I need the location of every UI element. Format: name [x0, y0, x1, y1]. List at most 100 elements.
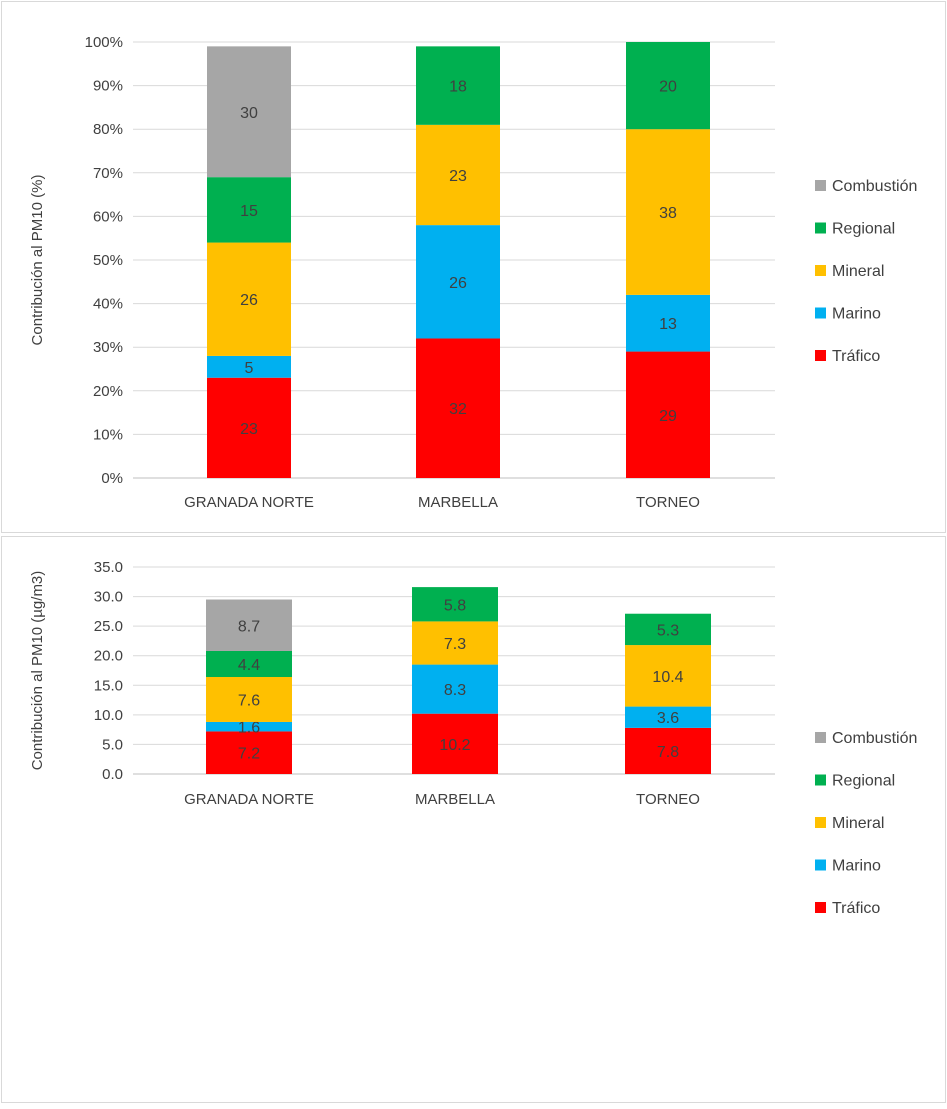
data-label: 32 [449, 401, 467, 418]
data-label: 7.8 [657, 744, 679, 761]
bar-segment-mineral [416, 124, 500, 226]
legend-label: Marino [832, 306, 881, 323]
legend-label: Combustión [832, 730, 917, 747]
bar-segment-mineral [207, 242, 291, 356]
legend-label: Tráfico [832, 348, 880, 365]
legend-label: Mineral [832, 815, 884, 832]
x-tick-label: GRANADA NORTE [184, 494, 314, 511]
bar-segment-marino [207, 355, 291, 378]
data-label: 4.4 [238, 657, 260, 674]
y-tick-label: 20% [93, 383, 123, 400]
bar-segment-regional [416, 46, 500, 125]
data-label: 29 [659, 408, 677, 425]
legend-swatch-marino [815, 859, 826, 871]
legend-swatch-regional [815, 774, 826, 786]
legend-swatch-marino [815, 307, 826, 319]
data-label: 26 [240, 292, 258, 309]
bar-segment-regional [207, 177, 291, 243]
legend-label: Combustión [832, 178, 917, 195]
data-label: 1.6 [238, 720, 260, 737]
bar-segment-marino [416, 225, 500, 339]
data-label: 10.4 [652, 669, 683, 686]
data-label: 30 [240, 105, 258, 122]
y-tick-label: 5.0 [102, 736, 123, 753]
bar-segment-marino [625, 706, 711, 728]
legend-label: Mineral [832, 263, 884, 280]
data-label: 7.6 [238, 692, 260, 709]
bar-segment-tr-fico [416, 338, 500, 478]
data-label: 7.3 [444, 636, 466, 653]
y-tick-label: 15.0 [94, 677, 123, 694]
data-label: 3.6 [657, 710, 679, 727]
data-label: 5.3 [657, 622, 679, 639]
bar-segment-regional [625, 613, 711, 646]
y-tick-label: 35.0 [94, 559, 123, 576]
bar-segment-marino [412, 664, 498, 714]
y-tick-label: 100% [85, 34, 123, 51]
legend-swatch-combusti-n [815, 180, 826, 191]
y-tick-label: 10% [93, 426, 123, 443]
y-axis-title: Contribución al PM10 (µg/m3) [29, 571, 46, 771]
y-tick-label: 20.0 [94, 648, 123, 665]
legend-label: Marino [832, 858, 881, 875]
bar-segment-marino [206, 721, 292, 732]
data-label: 18 [449, 79, 467, 96]
y-tick-label: 10.0 [94, 707, 123, 724]
x-tick-label: TORNEO [636, 791, 700, 808]
data-label: 8.7 [238, 618, 260, 635]
chart-area-border [1, 536, 946, 1103]
y-tick-label: 70% [93, 165, 123, 182]
bar-segment-regional [626, 42, 710, 130]
y-tick-label: 60% [93, 208, 123, 225]
y-tick-label: 90% [93, 78, 123, 95]
data-label: 23 [240, 421, 258, 438]
legend-swatch-tr-fico [815, 902, 826, 913]
x-tick-label: MARBELLA [415, 791, 495, 808]
y-tick-label: 0% [101, 470, 123, 487]
y-tick-label: 40% [93, 296, 123, 313]
bar-segment-mineral [625, 645, 711, 707]
bar-segment-tr-fico [625, 727, 711, 774]
y-tick-label: 30.0 [94, 589, 123, 606]
y-tick-label: 30% [93, 339, 123, 356]
x-tick-label: GRANADA NORTE [184, 791, 314, 808]
bar-segment-tr-fico [206, 731, 292, 774]
data-label: 38 [659, 205, 677, 222]
legend-swatch-mineral [815, 265, 826, 276]
legend-label: Regional [832, 221, 895, 238]
legend-swatch-mineral [815, 817, 826, 828]
legend-label: Tráfico [832, 900, 880, 917]
legend-swatch-regional [815, 222, 826, 234]
data-label: 26 [449, 275, 467, 292]
data-label: 7.2 [238, 746, 260, 763]
data-label: 13 [659, 316, 677, 333]
x-tick-label: TORNEO [636, 494, 700, 511]
data-label: 23 [449, 168, 467, 185]
x-tick-label: MARBELLA [418, 494, 498, 511]
bar-segment-mineral [412, 621, 498, 665]
bar-segment-marino [626, 294, 710, 352]
data-label: 15 [240, 203, 258, 220]
data-label: 5 [245, 360, 254, 377]
bar-segment-regional [412, 587, 498, 622]
legend-swatch-combusti-n [815, 732, 826, 743]
data-label: 20 [659, 79, 677, 96]
bar-segment-regional [206, 650, 292, 678]
legend-label: Regional [832, 773, 895, 790]
bar-segment-tr-fico [207, 377, 291, 478]
bar-segment-mineral [626, 129, 710, 295]
bar-segment-tr-fico [412, 713, 498, 774]
bar-segment-combusti-n [206, 599, 292, 651]
chart-area-border [1, 1, 946, 533]
legend-swatch-tr-fico [815, 350, 826, 361]
bar-segment-combusti-n [207, 46, 291, 178]
bar-segment-tr-fico [626, 351, 710, 478]
y-tick-label: 80% [93, 121, 123, 138]
data-label: 10.2 [439, 737, 470, 754]
y-tick-label: 25.0 [94, 618, 123, 635]
y-tick-label: 0.0 [102, 766, 123, 783]
data-label: 5.8 [444, 597, 466, 614]
bar-segment-mineral [206, 677, 292, 722]
